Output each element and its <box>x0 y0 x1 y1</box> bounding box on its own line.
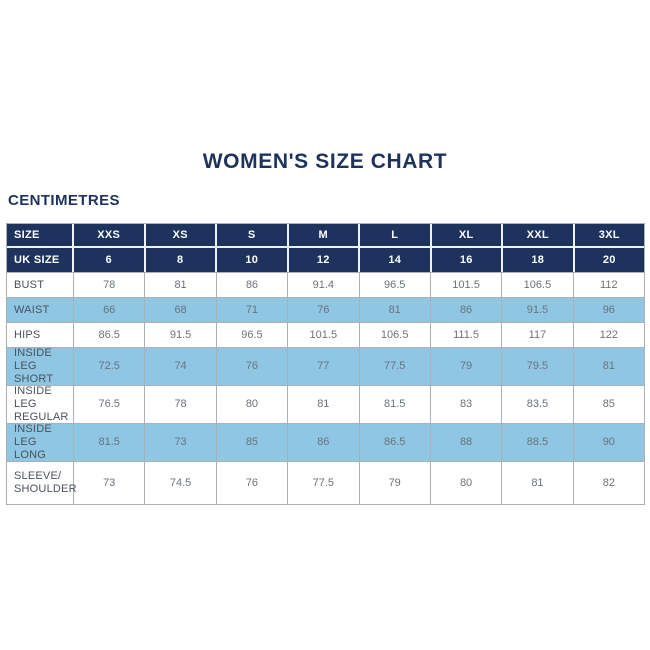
inside-leg-short-row-cell-S: 76 <box>216 347 289 385</box>
inside-leg-regular-row-cell-L: 81.5 <box>359 385 431 423</box>
inside-leg-long-row-cell-XXS: 81.5 <box>74 423 146 461</box>
hips-row: HIPS 86.5 91.5 96.5 101.5 106.5 111.5 117 122 <box>7 322 644 347</box>
sleeve-shoulder-row-cell-XXS: 73 <box>74 461 146 504</box>
waist-row-label: WAIST <box>7 297 74 322</box>
sleeve-shoulder-row: SLEEVE/ SHOULDER 73 74.5 76 77.5 79 80 81 82 <box>7 461 644 504</box>
hips-row-cell-XS: 91.5 <box>145 322 217 347</box>
size-row-cell-XS: XS <box>146 224 217 246</box>
bust-row-cell-XL: 101.5 <box>430 272 503 297</box>
waist-row-cell-L: 81 <box>359 297 431 322</box>
inside-leg-short-row-cell-3XL: 81 <box>573 347 644 385</box>
size-chart-page: WOMEN'S SIZE CHART CENTIMETRES SIZE XXS XS… <box>6 150 645 505</box>
uk-size-row-cell-XS: 8 <box>146 248 217 272</box>
hips-row-cell-XXS: 86.5 <box>74 322 146 347</box>
inside-leg-long-row-cell-XS: 73 <box>145 423 217 461</box>
uk-size-row-cell-XXL: 18 <box>503 248 575 272</box>
sleeve-shoulder-row-label: SLEEVE/ SHOULDER <box>7 461 77 504</box>
waist-row-cell-S: 71 <box>216 297 289 322</box>
bust-row-cell-XXL: 106.5 <box>502 272 574 297</box>
size-row-cell-XXL: XXL <box>503 224 575 246</box>
sleeve-shoulder-row-cell-S: 76 <box>216 461 289 504</box>
waist-row-cell-M: 76 <box>288 297 360 322</box>
uk-size-row-label: UK SIZE <box>7 248 74 272</box>
inside-leg-regular-row: INSIDE LEG REGULAR 76.5 78 80 81 81.5 83 83.5 85 <box>7 385 644 423</box>
inside-leg-long-row-cell-S: 85 <box>216 423 289 461</box>
sleeve-shoulder-row-cell-XL: 80 <box>430 461 503 504</box>
sleeve-shoulder-row-cell-XS: 74.5 <box>145 461 217 504</box>
inside-leg-long-row-label: INSIDE LEG LONG <box>7 423 74 461</box>
waist-row-cell-XXL: 91.5 <box>502 297 574 322</box>
inside-leg-long-row-cell-M: 86 <box>288 423 360 461</box>
inside-leg-regular-row-label: INSIDE LEG REGULAR <box>7 385 74 423</box>
inside-leg-short-row: INSIDE LEG SHORT 72.5 74 76 77 77.5 79 79.5 81 <box>7 347 644 385</box>
size-row-cell-L: L <box>360 224 432 246</box>
inside-leg-regular-row-cell-M: 81 <box>288 385 360 423</box>
hips-row-cell-S: 96.5 <box>216 322 289 347</box>
inside-leg-long-row-cell-XL: 88 <box>430 423 503 461</box>
size-row: SIZE XXS XS S M L XL XXL 3XL <box>7 224 644 248</box>
bust-row-cell-L: 96.5 <box>359 272 431 297</box>
uk-size-row-cell-S: 10 <box>217 248 289 272</box>
inside-leg-long-row-cell-XXL: 88.5 <box>502 423 574 461</box>
inside-leg-short-row-label: INSIDE LEG SHORT <box>7 347 74 385</box>
unit-label: CENTIMETRES <box>8 192 120 209</box>
inside-leg-short-row-cell-M: 77 <box>288 347 360 385</box>
inside-leg-long-row-cell-L: 86.5 <box>359 423 431 461</box>
inside-leg-short-row-cell-L: 77.5 <box>359 347 431 385</box>
bust-row-cell-XXS: 78 <box>74 272 146 297</box>
hips-row-cell-L: 106.5 <box>359 322 431 347</box>
size-row-cell-XL: XL <box>432 224 503 246</box>
inside-leg-regular-row-cell-XL: 83 <box>430 385 503 423</box>
inside-leg-regular-row-cell-3XL: 85 <box>573 385 644 423</box>
inside-leg-short-row-cell-XXL: 79.5 <box>502 347 574 385</box>
hips-row-cell-M: 101.5 <box>288 322 360 347</box>
waist-row-cell-XS: 68 <box>145 297 217 322</box>
bust-row-cell-M: 91.4 <box>288 272 360 297</box>
inside-leg-short-row-cell-XS: 74 <box>145 347 217 385</box>
uk-size-row-cell-M: 12 <box>289 248 360 272</box>
inside-leg-long-row: INSIDE LEG LONG 81.5 73 85 86 86.5 88 88.5 90 <box>7 423 644 461</box>
waist-row: WAIST 66 68 71 76 81 86 91.5 96 <box>7 297 644 322</box>
sleeve-shoulder-row-cell-XXL: 81 <box>502 461 574 504</box>
inside-leg-regular-row-cell-XS: 78 <box>145 385 217 423</box>
uk-size-row-cell-XL: 16 <box>432 248 503 272</box>
waist-row-cell-3XL: 96 <box>573 297 644 322</box>
hips-row-cell-XXL: 117 <box>502 322 574 347</box>
inside-leg-short-row-cell-XXS: 72.5 <box>74 347 146 385</box>
hips-row-label: HIPS <box>7 322 74 347</box>
size-row-label: SIZE <box>7 224 74 246</box>
bust-row: BUST 78 81 86 91.4 96.5 101.5 106.5 112 <box>7 272 644 297</box>
uk-size-row-cell-3XL: 20 <box>602 253 616 266</box>
size-row-cell-3XL: 3XL <box>598 228 620 241</box>
hips-row-cell-3XL: 122 <box>573 322 644 347</box>
inside-leg-regular-row-cell-S: 80 <box>216 385 289 423</box>
sleeve-shoulder-row-cell-L: 79 <box>359 461 431 504</box>
uk-size-row: UK SIZE 6 8 10 12 14 16 18 20 <box>7 248 644 272</box>
waist-row-cell-XL: 86 <box>430 297 503 322</box>
size-row-cell-M: M <box>289 224 360 246</box>
size-row-cell-S: S <box>217 224 289 246</box>
inside-leg-long-row-cell-3XL: 90 <box>573 423 644 461</box>
waist-row-cell-XXS: 66 <box>74 297 146 322</box>
size-row-cell-XXS: XXS <box>74 224 146 246</box>
size-table: SIZE XXS XS S M L XL XXL 3XL UK SIZE 6 8 10 12 14 16 18 2… <box>6 223 645 505</box>
bust-row-cell-3XL: 112 <box>573 272 644 297</box>
sleeve-shoulder-row-cell-M: 77.5 <box>288 461 360 504</box>
sleeve-shoulder-row-cell-3XL: 82 <box>573 461 644 504</box>
hips-row-cell-XL: 111.5 <box>430 322 503 347</box>
page-title: WOMEN'S SIZE CHART <box>202 150 448 173</box>
uk-size-row-cell-XXS: 6 <box>74 248 146 272</box>
bust-row-cell-S: 86 <box>216 272 289 297</box>
inside-leg-regular-row-cell-XXL: 83.5 <box>502 385 574 423</box>
uk-size-row-cell-L: 14 <box>360 248 432 272</box>
bust-row-cell-XS: 81 <box>145 272 217 297</box>
inside-leg-regular-row-cell-XXS: 76.5 <box>74 385 146 423</box>
inside-leg-short-row-cell-XL: 79 <box>430 347 503 385</box>
bust-row-label: BUST <box>7 272 74 297</box>
